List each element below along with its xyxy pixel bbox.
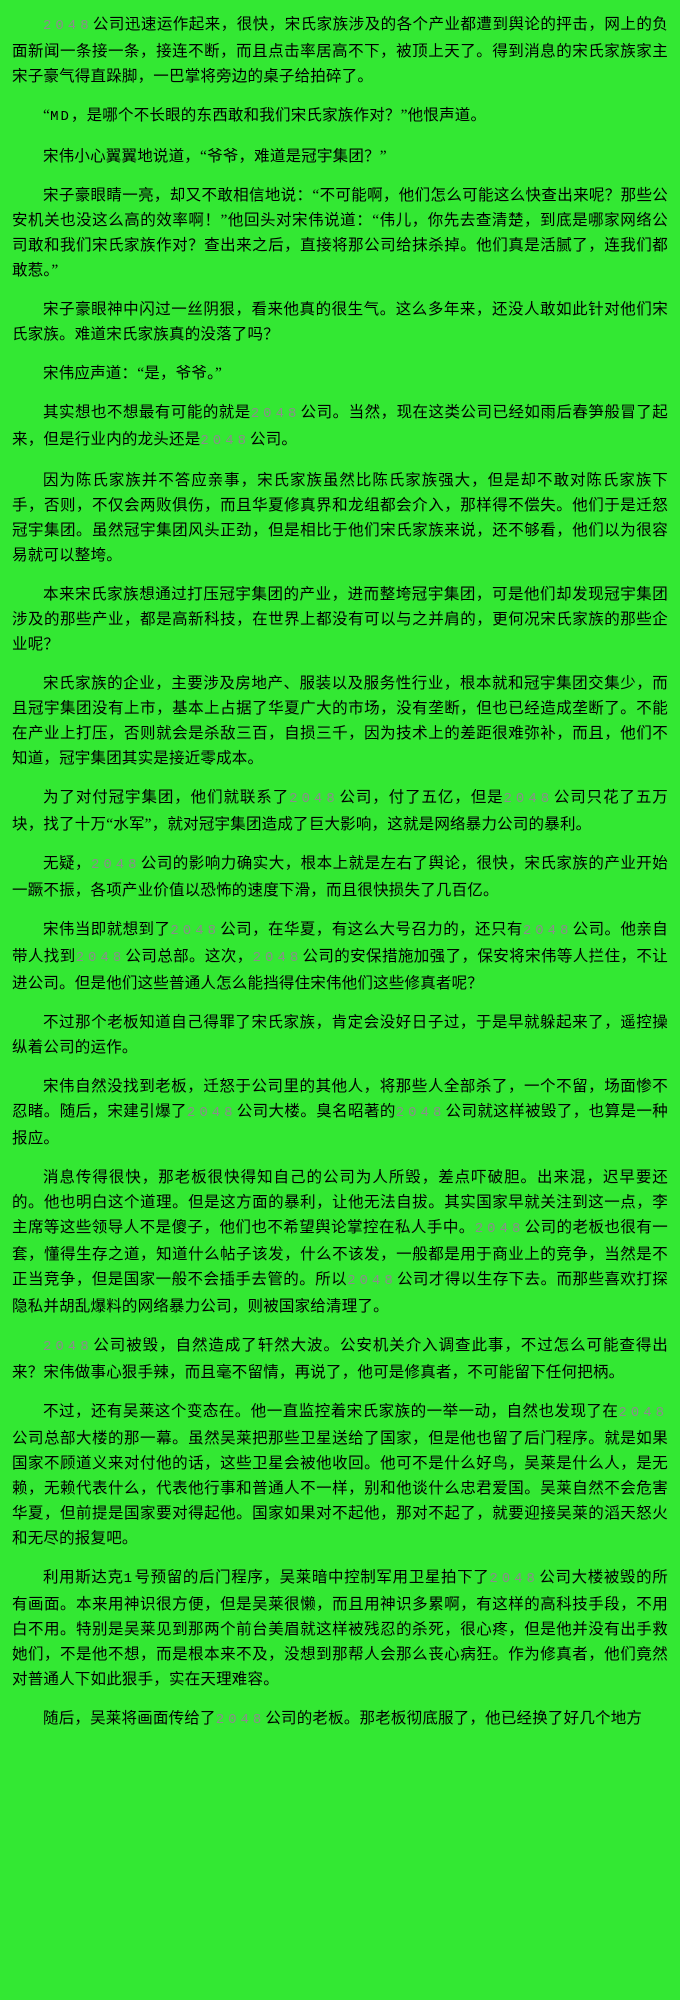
paragraph-text: 公司大楼被毁的所有画面。本来用神识很方便，但是吴莱很懒，而且用神识多累啊，有这样…: [12, 1569, 668, 1688]
paragraph-text: ，是哪个不长眼的东西敢和我们宋氏家族作对？”他恨声道。: [70, 107, 487, 124]
paragraph: 随后，吴莱将画面传给了2048公司的老板。那老板彻底服了，他已经换了好几个地方: [12, 1706, 668, 1733]
obfuscated-number: 2048: [252, 950, 303, 966]
paragraph-text: 公司总部大楼的那一幕。虽然吴莱把那些卫星送给了国家，但是他也留了后门程序。就是如…: [12, 1430, 668, 1547]
obfuscated-number: 2048: [618, 1405, 668, 1421]
obfuscated-number: 2048: [200, 433, 251, 449]
paragraph: 无疑，2048公司的影响力确实大，根本上就是左右了舆论，很快，宋氏家族的产业开始…: [12, 851, 668, 903]
paragraph: 其实想也不想最有可能的就是2048公司。当然，现在这类公司已经如雨后春笋般冒了起…: [12, 400, 668, 454]
paragraph-text: 公司被毁，自然造成了轩然大波。公安机关介入调查此事，不过怎么可能查得出来？宋伟做…: [12, 1337, 668, 1381]
obfuscated-number: 2048: [347, 1273, 397, 1289]
paragraph: 不过，还有吴莱这个变态在。他一直监控着宋氏家族的一举一动，自然也发现了在2048…: [12, 1399, 668, 1551]
paragraph: 宋氏家族的企业，主要涉及房地产、服装以及服务性行业，根本就和冠宇集团交集少，而且…: [12, 671, 668, 771]
paragraph-text: 公司。他亲自带人找到: [12, 921, 668, 965]
paragraph-text: “: [43, 107, 51, 124]
paragraph: 宋子豪眼睛一亮，却又不敢相信地说：“不可能啊，他们怎么可能这么快查出来呢？那些公…: [12, 183, 668, 283]
obfuscated-number: 2048: [474, 1221, 525, 1237]
paragraph-text: 无疑，: [43, 855, 91, 872]
paragraph: 为了对付冠宇集团，他们就联系了2048公司，付了五亿，但是2048公司只花了五万…: [12, 785, 668, 837]
paragraph-text: 随后，吴莱将画面传给了: [43, 1710, 216, 1727]
paragraph: 消息传得很快，那老板很快得知自己的公司为人所毁，差点吓破胆。出来混，迟早要还的。…: [12, 1165, 668, 1319]
paragraph-text: 公司的安保措施加强了，保安将宋伟等人拦住，不让进公司。但是他们这些普通人怎么能挡…: [12, 948, 668, 992]
paragraph: 本来宋氏家族想通过打压冠宇集团的产业，进而整垮冠宇集团，可是他们却发现冠宇集团涉…: [12, 582, 668, 657]
paragraph-text: 公司，付了五亿，但是: [338, 789, 504, 806]
paragraph-text: 公司。当然，现在这类公司已经如雨后春笋般冒了起来，但是行业内的龙头还是: [12, 404, 668, 448]
obfuscated-number: 2048: [90, 857, 141, 873]
paragraph-text: 本来宋氏家族想通过打压冠宇集团的产业，进而整垮冠宇集团，可是他们却发现冠宇集团涉…: [12, 586, 668, 653]
obfuscated-number: 2048: [522, 923, 573, 939]
paragraph: 因为陈氏家族并不答应亲事，宋氏家族虽然比陈氏家族强大，但是却不敢对陈氏家族下手，…: [12, 468, 668, 568]
obfuscated-number: 2048: [503, 791, 554, 807]
latin-token: 1: [123, 1571, 135, 1587]
paragraph-text: 宋子豪眼睛一亮，却又不敢相信地说：“不可能啊，他们怎么可能这么快查出来呢？那些公…: [12, 187, 668, 279]
paragraph-text: 宋氏家族的企业，主要涉及房地产、服装以及服务性行业，根本就和冠宇集团交集少，而且…: [12, 675, 668, 767]
obfuscated-number: 2048: [215, 1712, 266, 1728]
paragraph-text: 公司才得以生存下去。而那些喜欢打探隐私并胡乱爆料的网络暴力公司，则被国家给清理了…: [12, 1271, 668, 1315]
obfuscated-number: 2048: [186, 1105, 237, 1121]
obfuscated-number: 2048: [43, 1339, 93, 1355]
paragraph-text: 消息传得很快，那老板很快得知自己的公司为人所毁，差点吓破胆。出来混，迟早要还的。…: [12, 1169, 668, 1236]
paragraph: 不过那个老板知道自己得罪了宋氏家族，肯定会没好日子过，于是早就躲起来了，遥控操纵…: [12, 1010, 668, 1060]
paragraph-text: 公司的老板。那老板彻底服了，他已经换了好几个地方: [265, 1710, 643, 1727]
paragraph-text: 公司总部。这次，: [125, 948, 253, 965]
paragraph-text: 号预留的后门程序，吴莱暗中控制军用卫星拍下了: [134, 1569, 490, 1586]
obfuscated-number: 2048: [43, 18, 93, 34]
paragraph-text: 公司就这样被毁了，也算是一种报应。: [12, 1103, 668, 1147]
obfuscated-number: 2048: [395, 1105, 446, 1121]
paragraph-text: 利用斯达克: [43, 1569, 124, 1586]
paragraph-text: 宋伟当即就想到了: [43, 921, 171, 938]
obfuscated-number: 2048: [250, 406, 301, 422]
paragraph-text: 公司迅速运作起来，很快，宋氏家族涉及的各个产业都遭到舆论的抨击，网上的负面新闻一…: [12, 16, 668, 85]
paragraph-text: 其实想也不想最有可能的就是: [43, 404, 251, 421]
paragraph-text: 宋伟应声道：“是，爷爷。”: [43, 365, 223, 382]
paragraph-text: 不过，还有吴莱这个变态在。他一直监控着宋氏家族的一举一动，自然也发现了在: [43, 1403, 619, 1420]
paragraph: 2048公司迅速运作起来，很快，宋氏家族涉及的各个产业都遭到舆论的抨击，网上的负…: [12, 12, 668, 89]
obfuscated-number: 2048: [289, 791, 339, 807]
novel-reader-page: 2048公司迅速运作起来，很快，宋氏家族涉及的各个产业都遭到舆论的抨击，网上的负…: [12, 12, 668, 1733]
paragraph: 宋伟应声道：“是，爷爷。”: [12, 361, 668, 386]
paragraph-text: 宋子豪眼神中闪过一丝阴狠，看来他真的很生气。这么多年来，还没人敢如此针对他们宋氏…: [12, 301, 668, 343]
paragraph-text: 宋伟自然没找到老板，迁怒于公司里的其他人，将那些人全部杀了，一个不留，场面惨不忍…: [12, 1078, 668, 1120]
paragraph-text: 公司的影响力确实大，根本上就是左右了舆论，很快，宋氏家族的产业开始一蹶不振，各项…: [12, 855, 668, 899]
paragraph-text: 公司。: [250, 431, 298, 448]
paragraph-text: 公司的老板也很有一套，懂得生存之道，知道什么帖子该发，什么不该发，一般都是用于商…: [12, 1219, 668, 1288]
latin-token: MD: [50, 109, 71, 125]
paragraph-text: 因为陈氏家族并不答应亲事，宋氏家族虽然比陈氏家族强大，但是却不敢对陈氏家族下手，…: [12, 472, 668, 564]
paragraph-text: 为了对付冠宇集团，他们就联系了: [43, 789, 290, 806]
paragraph: 利用斯达克1号预留的后门程序，吴莱暗中控制军用卫星拍下了2048公司大楼被毁的所…: [12, 1565, 668, 1692]
paragraph: 宋伟小心翼翼地说道，“爷爷，难道是冠宇集团？”: [12, 144, 668, 169]
paragraph: 宋伟自然没找到老板，迁怒于公司里的其他人，将那些人全部杀了，一个不留，场面惨不忍…: [12, 1074, 668, 1151]
obfuscated-number: 2048: [170, 923, 221, 939]
paragraph-text: 不过那个老板知道自己得罪了宋氏家族，肯定会没好日子过，于是早就躲起来了，遥控操纵…: [12, 1014, 668, 1056]
obfuscated-number: 2048: [489, 1571, 539, 1587]
paragraph: 宋子豪眼神中闪过一丝阴狠，看来他真的很生气。这么多年来，还没人敢如此针对他们宋氏…: [12, 297, 668, 347]
paragraph: 宋伟当即就想到了2048公司，在华夏，有这么大号召力的，还只有2048公司。他亲…: [12, 917, 668, 996]
paragraph-text: 公司只花了五万块，找了十万“水军”，就对冠宇集团造成了巨大影响，这就是网络暴力公…: [12, 789, 668, 833]
obfuscated-number: 2048: [75, 950, 126, 966]
paragraph: 2048公司被毁，自然造成了轩然大波。公安机关介入调查此事，不过怎么可能查得出来…: [12, 1333, 668, 1385]
paragraph: “MD，是哪个不长眼的东西敢和我们宋氏家族作对？”他恨声道。: [12, 103, 668, 130]
paragraph-text: 宋伟小心翼翼地说道，“爷爷，难道是冠宇集团？”: [43, 148, 387, 165]
paragraph-text: 公司大楼。臭名昭著的: [236, 1103, 396, 1120]
paragraph-text: 公司，在华夏，有这么大号召力的，还只有: [220, 921, 523, 938]
